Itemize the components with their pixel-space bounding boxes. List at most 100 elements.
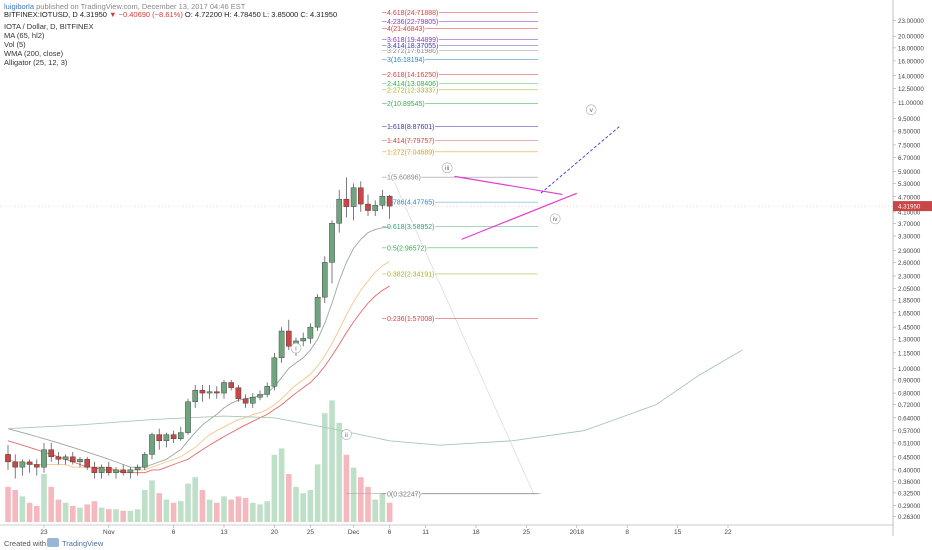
x-tick-label: 18 xyxy=(472,529,480,536)
volume-bar xyxy=(329,400,335,522)
volume-bar xyxy=(365,486,371,522)
volume-bar xyxy=(199,490,206,522)
y-tick-label: 2.90000 xyxy=(898,248,921,255)
legend-title: IOTA / Dollar, D, BITFINEX xyxy=(4,22,94,31)
fib-level-label: 0(0.32247) xyxy=(387,491,421,498)
fib-level-label: 3.414(18.37055) xyxy=(387,43,438,50)
candle-body xyxy=(271,357,278,387)
candle-body xyxy=(314,296,321,328)
volume-bar xyxy=(250,502,256,522)
y-tick-label: 0.51000 xyxy=(898,440,921,447)
legend-item-ma[interactable]: MA (65, hl2) xyxy=(4,31,45,40)
candle-body xyxy=(358,187,364,205)
legend-item-alligator[interactable]: Alligator (25, 12, 3) xyxy=(4,58,68,67)
x-tick-label: 11 xyxy=(422,529,429,536)
volume-bar xyxy=(271,454,278,522)
wave-label: ii xyxy=(345,432,348,439)
volume-bar xyxy=(206,499,213,522)
fib-level-label: 2.618(14.16250) xyxy=(387,72,438,79)
candle-body xyxy=(177,432,184,439)
fib-level-label: 3(16.18194) xyxy=(387,57,425,64)
volume-bar xyxy=(307,490,314,522)
fib-level-label: 1.414(7.79757) xyxy=(387,138,434,145)
x-tick-label: 15 xyxy=(674,529,682,536)
volume-bar xyxy=(41,474,47,522)
wma-200-line xyxy=(7,349,743,446)
triangle-lower-line xyxy=(461,192,578,240)
y-tick-label: 0.40000 xyxy=(898,467,921,474)
tradingview-logo-icon[interactable] xyxy=(47,538,59,547)
volume-bar xyxy=(293,486,299,522)
volume-bar xyxy=(134,509,141,522)
y-tick-label: 16.00000 xyxy=(898,58,924,65)
y-tick-label: 23.00000 xyxy=(898,18,924,25)
x-tick-label: 6 xyxy=(172,529,176,536)
volume-bar xyxy=(386,502,393,522)
last-price: 4.31950 xyxy=(79,10,107,19)
fib-level-label: 4.236(22.79805) xyxy=(387,19,438,26)
candle-body xyxy=(55,456,62,460)
candle-body xyxy=(98,466,105,473)
candle-body xyxy=(213,391,220,394)
x-tick-label: Dec xyxy=(348,529,360,536)
volume-bar xyxy=(286,474,292,522)
candle-body xyxy=(77,459,83,463)
volume-bar xyxy=(242,498,249,522)
chart-background xyxy=(0,0,932,536)
price-change: −0.40690 (−8.61%) xyxy=(118,10,183,19)
y-tick-label: 4.70000 xyxy=(898,194,921,201)
volume-bar xyxy=(12,490,18,522)
published-text: published on TradingView.com, December 1… xyxy=(36,2,246,11)
candle-body xyxy=(12,461,19,468)
volume-bar xyxy=(235,496,242,522)
volume-bar xyxy=(84,504,90,522)
tradingview-brand[interactable]: TradingView xyxy=(62,539,104,548)
candle-body xyxy=(5,454,11,463)
wave-label: i xyxy=(295,345,296,352)
volume-bar xyxy=(19,496,26,522)
volume-bar xyxy=(185,483,191,522)
x-tick-label: 25 xyxy=(307,529,315,536)
fib-level-label: 0.5(2.96572) xyxy=(387,245,427,252)
candle-body xyxy=(350,187,357,207)
candle-body xyxy=(249,397,256,404)
fib-level-label: 4(21.46843) xyxy=(387,26,425,33)
y-tick-label: 0.80000 xyxy=(898,391,921,398)
fib-level-label: 2(10.89545) xyxy=(387,101,425,108)
volume-bar xyxy=(70,506,76,522)
y-tick-label: 1.30000 xyxy=(898,337,921,344)
y-tick-label: 20.00000 xyxy=(898,34,924,41)
x-tick-label: 8 xyxy=(625,529,629,536)
volume-bar xyxy=(257,504,263,522)
candle-body xyxy=(199,390,206,394)
volume-bar xyxy=(98,507,105,522)
created-with-text: Created with xyxy=(4,539,47,548)
volume-bar xyxy=(113,509,119,522)
candle-body xyxy=(127,469,134,473)
y-tick-label: 1.15000 xyxy=(898,350,921,357)
fib-trend-line xyxy=(389,171,534,494)
volume-bar xyxy=(62,502,69,522)
candle-body xyxy=(257,394,263,398)
y-tick-label: 0.57000 xyxy=(898,428,921,435)
volume-bar xyxy=(264,501,270,522)
publisher-username[interactable]: luigiborla xyxy=(4,2,35,11)
y-tick-label: 0.26300 xyxy=(898,514,921,521)
fib-level-label: 3.272(17.61986) xyxy=(387,48,438,55)
volume-bar xyxy=(91,501,98,522)
candle-body xyxy=(170,434,177,439)
wave-label-circle xyxy=(441,162,453,174)
candle-body xyxy=(149,434,155,455)
x-tick-label: 22 xyxy=(724,529,732,536)
legend-item-wma[interactable]: WMA (200, close) xyxy=(4,49,64,58)
volume-bar xyxy=(372,499,378,522)
volume-bar xyxy=(214,502,220,522)
fib-level-label: 1.618(8.87601) xyxy=(387,124,434,131)
y-tick-label: 0.90000 xyxy=(898,377,921,384)
legend-item-vol[interactable]: Vol (5) xyxy=(4,40,26,49)
volume-bar xyxy=(120,510,126,522)
last-price-tag-label: 4.31950 xyxy=(898,204,921,211)
candle-body xyxy=(105,466,112,473)
candle-body xyxy=(163,434,170,442)
